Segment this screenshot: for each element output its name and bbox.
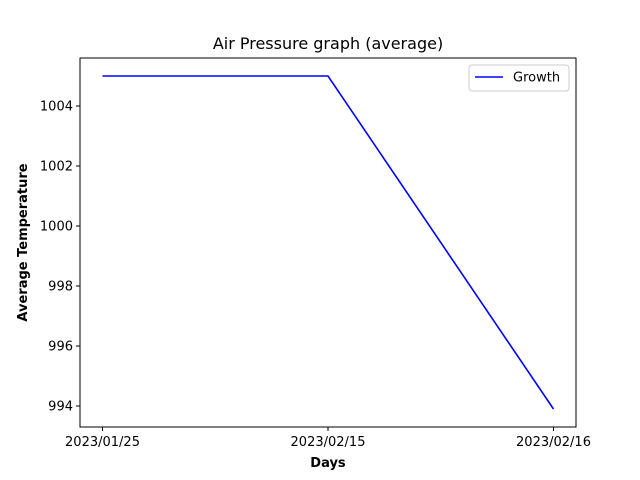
x-axis-label: Days <box>310 456 346 471</box>
plot-area <box>102 75 555 410</box>
y-tick-label: 1002 <box>40 160 73 175</box>
x-axis-ticks: 2023/01/25 2023/02/15 2023/02/16 <box>65 427 591 450</box>
x-tick-label: 2023/02/15 <box>291 435 366 450</box>
y-axis-ticks: 994 996 998 1000 1002 1004 <box>40 100 80 415</box>
series-line-growth <box>102 75 555 410</box>
y-tick-label: 1004 <box>40 100 73 115</box>
legend-box <box>468 64 570 92</box>
chart-title: Air Pressure graph (average) <box>213 34 443 53</box>
y-tick-label: 994 <box>48 400 73 415</box>
legend: Growth <box>468 64 570 92</box>
axes-frame <box>79 57 577 428</box>
y-axis-label: Average Temperature <box>16 163 31 321</box>
y-tick-label: 996 <box>48 340 73 355</box>
x-tick-label: 2023/02/16 <box>516 435 591 450</box>
y-tick-label: 998 <box>48 280 73 295</box>
y-tick-label: 1000 <box>40 220 73 235</box>
x-tick-label: 2023/01/25 <box>65 435 140 450</box>
legend-label: Growth <box>513 71 560 86</box>
